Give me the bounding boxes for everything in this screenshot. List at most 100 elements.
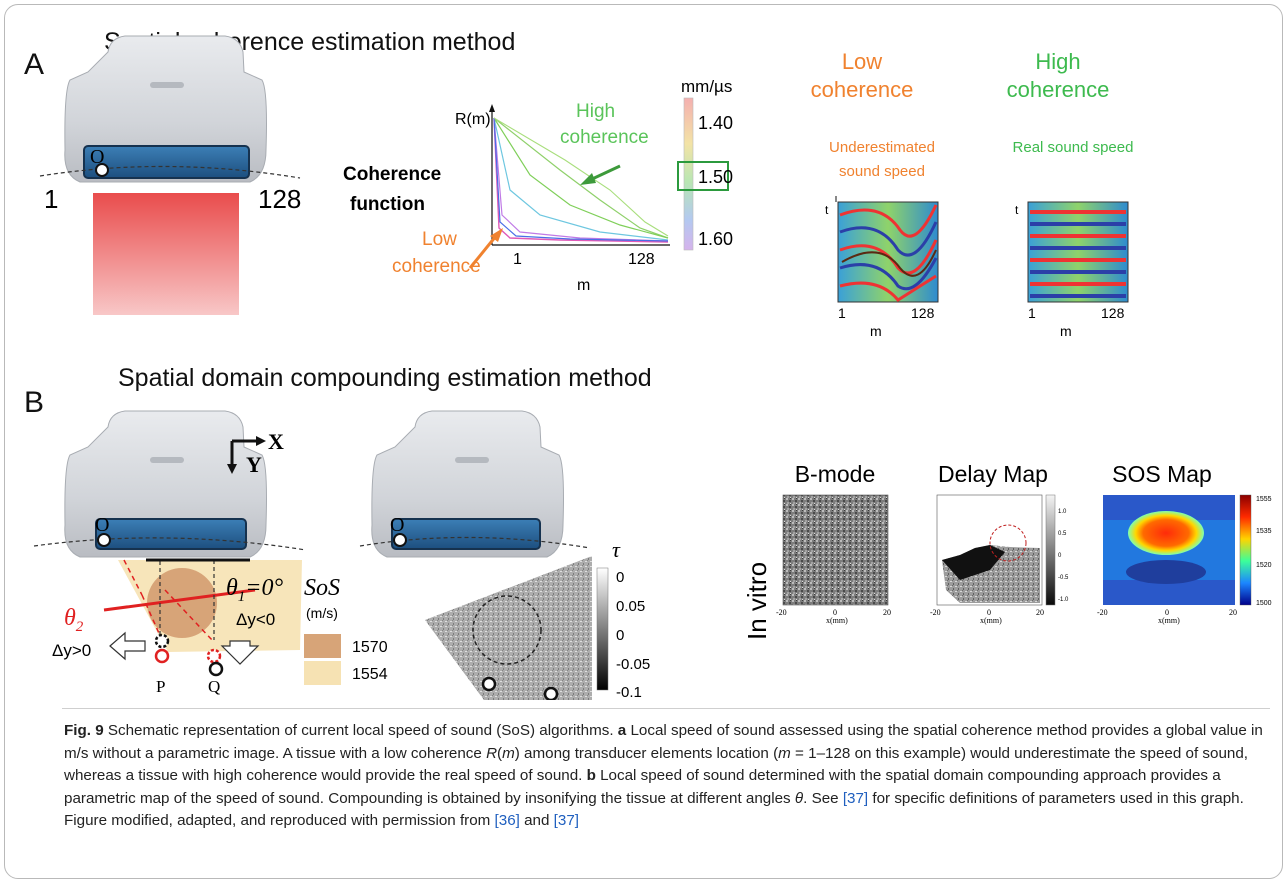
bmode-xtick-right: 20: [883, 608, 891, 617]
high-map-x-last: 128: [1101, 305, 1125, 321]
low-map-x-first: 1: [838, 305, 846, 321]
graph-ylabel: R(m): [455, 111, 491, 128]
graph-high-label-1: High: [576, 101, 615, 122]
caption-r: R: [486, 744, 498, 762]
caption-a-label: a: [617, 722, 627, 739]
coherence-function-label-2: function: [350, 194, 425, 215]
caption-b-label: b: [586, 767, 596, 785]
figure-graphics: O 1 128 Coherence function R(m) 1 128 m …: [33, 35, 1272, 700]
figure-caption: Fig. 9 Schematic representation of curre…: [64, 720, 1269, 833]
low-map-x-label: m: [870, 323, 882, 339]
low-map-x-last: 128: [911, 305, 935, 321]
tau-tick-2: 0: [616, 627, 624, 644]
high-map-x-label: m: [1060, 323, 1072, 339]
theta1-label: θ1=0°: [226, 575, 283, 605]
low-map-t: t: [825, 203, 829, 217]
graph-xtick-last: 128: [628, 251, 655, 268]
sos-xtick-right: 20: [1229, 608, 1237, 617]
panel-b-middle-probe-label: O: [390, 514, 404, 536]
caption-text-5: . See: [803, 789, 843, 807]
axis-y-label: Y: [246, 452, 262, 477]
caption-text-3: = 1–128 on this example) would underesti…: [64, 744, 1249, 785]
theta2-label: θ2: [64, 605, 84, 635]
sos-scale-1: 1535: [1256, 528, 1272, 535]
sos-legend-title: SoS: [304, 575, 340, 601]
coherence-function-label-1: Coherence: [343, 164, 441, 185]
caption-fig-label: Fig. 9: [64, 722, 104, 739]
delay-scale-3: -0.5: [1058, 575, 1069, 581]
panel-b-probe-middle: [359, 410, 609, 700]
panel-b-title: Spatial domain compounding estimation me…: [118, 364, 652, 392]
tau-tick-4: -0.1: [616, 684, 642, 700]
point-q-label: Q: [208, 677, 220, 696]
panel-a-probe-label: O: [90, 146, 104, 168]
delay-scale-1: 0.5: [1058, 531, 1067, 537]
delay-map-title: Delay Map: [938, 461, 1048, 487]
sos-map-title: SOS Map: [1112, 461, 1212, 487]
dy-negative-label: Δy<0: [236, 610, 275, 629]
caption-text-6: for specific definitions of parameters u…: [64, 789, 1244, 830]
graph-high-label-2: coherence: [560, 127, 649, 148]
underestimated-label-2: sound speed: [839, 163, 925, 180]
caption-text-4: Local speed of sound determined with the…: [64, 767, 1221, 807]
dy-positive-label: Δy>0: [52, 641, 91, 660]
caption-text-2c: ) among transducer elements location (: [514, 744, 779, 762]
caption-text-2: Local speed of sound assessed using the …: [64, 722, 1263, 762]
graph-xlabel: m: [577, 277, 590, 294]
sos-legend-value-0: 1570: [352, 639, 388, 656]
bmode-title: B-mode: [795, 461, 876, 487]
delay-xtick-left: -20: [930, 608, 941, 617]
speed-scale-unit: mm/µs: [681, 77, 732, 96]
high-coherence-map: [1027, 201, 1129, 303]
panel-a-element-first: 1: [44, 184, 58, 214]
delay-xtick-right: 20: [1036, 608, 1044, 617]
sos-legend-value-1: 1554: [352, 666, 388, 683]
low-coherence-heading-1: Low: [842, 49, 882, 74]
bmode-xtick-mid: 0: [833, 608, 837, 617]
caption-ref-37b[interactable]: [37]: [553, 812, 580, 830]
sos-map-image: [1103, 494, 1252, 606]
caption-m2: m: [778, 744, 791, 762]
caption-text-7: and: [519, 812, 554, 830]
caption-ref-37a[interactable]: [37]: [842, 789, 869, 807]
high-coherence-heading-2: coherence: [1007, 77, 1110, 102]
bmode-xtick-left: -20: [776, 608, 787, 617]
delay-scale-0: 1.0: [1058, 509, 1067, 515]
sos-legend-unit: (m/s): [306, 605, 338, 621]
speed-scale-tick-2: 1.60: [698, 229, 733, 249]
sos-xtick-mid: 0: [1165, 608, 1169, 617]
low-coherence-map: [835, 196, 939, 303]
tau-tick-1: 0.05: [616, 598, 645, 615]
caption-ref-36[interactable]: [36]: [494, 812, 520, 830]
panel-a-element-last: 128: [258, 184, 301, 214]
panel-a-probe: [39, 35, 301, 315]
speed-scale-tick-0: 1.40: [698, 113, 733, 133]
delay-scale-2: 0: [1058, 553, 1062, 559]
speed-scale: [677, 97, 729, 251]
graph-low-label-1: Low: [422, 229, 457, 250]
sos-scale-3: 1500: [1256, 600, 1272, 607]
panel-b-probe-left: [33, 410, 341, 685]
bmode-xaxis-unit: x(mm): [826, 616, 848, 625]
sos-xtick-left: -20: [1097, 608, 1108, 617]
speed-scale-tick-1: 1.50: [698, 167, 733, 187]
real-speed-label: Real sound speed: [1013, 139, 1134, 156]
tau-label: τ: [612, 537, 621, 562]
axis-x-label: X: [268, 429, 284, 454]
delay-xaxis-unit: x(mm): [980, 616, 1002, 625]
graph-low-label-2: coherence: [392, 256, 481, 277]
underestimated-label-1: Underestimated: [829, 139, 935, 156]
coherence-graph: [468, 104, 670, 269]
high-map-x-first: 1: [1028, 305, 1036, 321]
caption-m1: m: [502, 744, 515, 762]
caption-theta: θ: [794, 789, 804, 807]
delay-map-image: [936, 494, 1056, 606]
panel-b-probe-label: O: [95, 514, 109, 536]
panel-b-letter: B: [24, 386, 45, 419]
caption-text-2b: (: [497, 744, 503, 762]
figure-frame: [4, 4, 1283, 879]
caption-divider: [62, 708, 1270, 709]
high-map-t: t: [1015, 203, 1019, 217]
graph-xtick-first: 1: [513, 251, 522, 268]
delay-xtick-mid: 0: [987, 608, 991, 617]
